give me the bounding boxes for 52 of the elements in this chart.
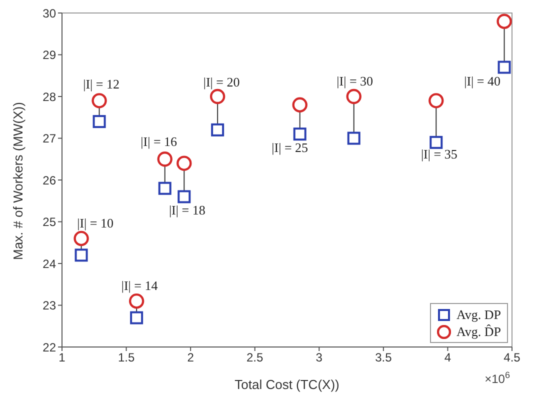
legend-label: Avg. D̂P bbox=[456, 323, 501, 340]
annotation: |I| = 20 bbox=[203, 74, 240, 90]
annotation: |I| = 30 bbox=[336, 73, 374, 88]
point bbox=[128, 293, 144, 309]
point bbox=[92, 115, 106, 128]
y-axis-title: Max. # of Workers (MW(X)) bbox=[10, 102, 26, 260]
point bbox=[347, 132, 360, 145]
point bbox=[293, 128, 306, 141]
annotation: |I| = 35 bbox=[420, 146, 458, 162]
point bbox=[157, 152, 172, 167]
point bbox=[130, 311, 144, 324]
point bbox=[92, 93, 107, 108]
annotation: |I| = 10 bbox=[77, 215, 114, 230]
y-tick-label: 30 bbox=[42, 6, 56, 20]
x-tick-label: 4 bbox=[444, 350, 452, 365]
x-tick-label: 4.5 bbox=[504, 350, 521, 365]
x-tick-label: 3.5 bbox=[375, 350, 392, 365]
point bbox=[74, 248, 88, 262]
legend-label: Avg. DP bbox=[456, 306, 501, 323]
annotation: |I| = 18 bbox=[168, 202, 206, 218]
x-tick-label: 2 bbox=[187, 350, 194, 365]
x-tick-label: 1 bbox=[58, 350, 66, 365]
y-tick-label: 24 bbox=[42, 256, 56, 271]
point bbox=[346, 88, 362, 104]
annotation: |I| = 40 bbox=[464, 73, 500, 88]
y-tick-label: 23 bbox=[42, 298, 56, 313]
point bbox=[428, 93, 444, 108]
point bbox=[178, 190, 191, 204]
y-tick-label: 25 bbox=[42, 215, 56, 230]
x-tick-label: 1.5 bbox=[118, 350, 135, 365]
point bbox=[74, 230, 89, 246]
annotation: |I| = 25 bbox=[272, 140, 308, 156]
point bbox=[430, 136, 443, 149]
text: ×10$^{6}$ bbox=[484, 370, 510, 386]
y-tick-label: 28 bbox=[42, 90, 56, 104]
point bbox=[211, 123, 224, 136]
point bbox=[292, 97, 308, 112]
point bbox=[176, 156, 192, 171]
point bbox=[496, 14, 512, 29]
point bbox=[498, 60, 511, 74]
x-axis-title: Total Cost (TC(X)) bbox=[234, 377, 340, 392]
x-tick-label: 2.5 bbox=[246, 350, 264, 365]
x-tick-label: 3 bbox=[316, 350, 323, 365]
point bbox=[158, 182, 172, 195]
y-tick-label: 29 bbox=[42, 48, 56, 62]
y-tick-label: 26 bbox=[42, 173, 56, 188]
point bbox=[210, 88, 226, 104]
annotation: |I| = 14 bbox=[121, 278, 158, 294]
annotation: |I| = 16 bbox=[140, 134, 178, 150]
annotation: |I| = 12 bbox=[83, 76, 120, 92]
y-tick-label: 27 bbox=[42, 132, 56, 146]
y-tick-label: 22 bbox=[42, 340, 56, 354]
